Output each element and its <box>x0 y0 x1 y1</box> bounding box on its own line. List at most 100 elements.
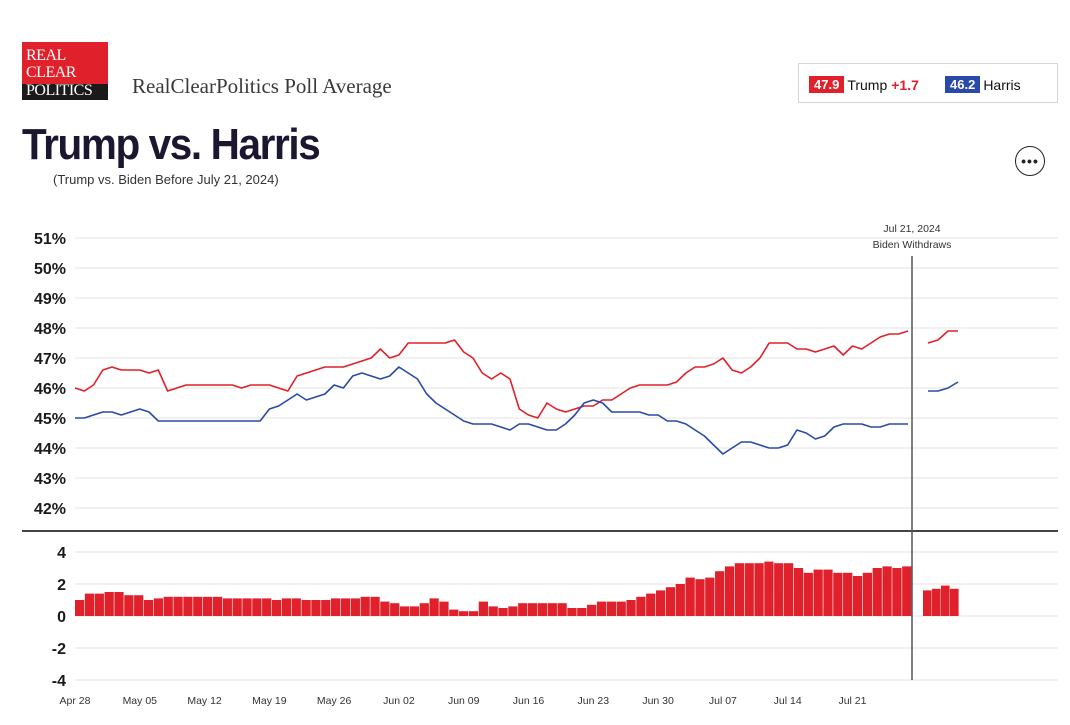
x-tick-label: Jun 30 <box>642 695 674 707</box>
spread-bar <box>626 600 636 616</box>
spread-bar <box>793 568 804 616</box>
spread-bar <box>823 569 833 616</box>
spread-bar <box>399 606 410 616</box>
lower-y-tick-label: 0 <box>57 609 66 626</box>
legend-item-harris: 46.2 Harris <box>945 76 1021 93</box>
x-tick-label: Jun 16 <box>513 695 545 707</box>
spread-bar <box>754 563 764 616</box>
logo-bottom-band <box>22 84 108 100</box>
logo-line-2: CLEAR <box>26 64 76 81</box>
upper-y-tick-label: 45% <box>34 411 66 428</box>
spread-bar <box>587 604 597 616</box>
spread-bar <box>606 601 616 616</box>
x-tick-label: Apr 28 <box>60 695 91 707</box>
spread-bar <box>203 596 213 616</box>
spread-bar <box>646 593 656 616</box>
spread-bar <box>104 592 114 616</box>
spread-bar <box>390 603 400 616</box>
spread-bar <box>498 608 508 616</box>
upper-y-tick-label: 46% <box>34 381 66 398</box>
upper-y-tick-label: 48% <box>34 321 66 338</box>
annotation-label: Jul 21, 2024 <box>883 223 940 235</box>
annotation-label: Biden Withdraws <box>873 239 952 251</box>
trump-legend-label: Trump <box>847 76 888 93</box>
spread-bar <box>478 601 488 616</box>
spread-bar <box>764 561 774 616</box>
spread-bar <box>370 596 380 616</box>
x-tick-label: Jun 02 <box>383 695 415 707</box>
lower-y-tick-label: -2 <box>52 641 66 658</box>
spread-bar <box>340 598 351 616</box>
spread-bar <box>695 579 705 616</box>
spread-bar <box>892 568 902 616</box>
trump-line-post <box>927 330 958 344</box>
spread-bar <box>449 609 459 616</box>
spread-bar <box>380 601 390 616</box>
spread-bar <box>902 566 912 616</box>
trump-value-badge: 47.9 <box>809 76 845 93</box>
spread-bar <box>331 598 341 616</box>
spread-bar <box>675 584 685 616</box>
trump-change: +1.7 <box>891 76 919 93</box>
spread-bar <box>75 600 85 616</box>
spread-bar <box>882 566 892 616</box>
logo-line-1: REAL <box>26 47 66 64</box>
spread-bar <box>577 608 587 616</box>
spread-bar <box>852 576 863 616</box>
spread-bar <box>173 596 183 616</box>
x-tick-label: Jul 14 <box>774 695 802 707</box>
rcp-logo[interactable]: REAL CLEAR POLITICS <box>22 42 108 100</box>
page-subtitle: (Trump vs. Biden Before July 21, 2024) <box>53 172 279 187</box>
spread-bar <box>262 598 272 616</box>
spread-bar <box>665 587 676 616</box>
spread-bar <box>419 603 429 616</box>
spread-bar <box>774 563 784 616</box>
spread-bar <box>685 577 695 616</box>
spread-bar <box>705 577 715 616</box>
spread-bar <box>163 596 173 616</box>
upper-y-tick-label: 43% <box>34 471 66 488</box>
spread-bar <box>143 600 154 616</box>
spread-bar <box>232 598 242 616</box>
spread-bar <box>833 572 843 616</box>
spread-bar <box>557 603 567 616</box>
upper-y-tick-label: 50% <box>34 261 66 278</box>
spread-bar <box>311 600 321 616</box>
x-tick-label: May 05 <box>123 695 158 707</box>
chart-legend: 47.9 Trump +1.7 46.2 Harris <box>798 63 1058 103</box>
more-options-button[interactable]: ••• <box>1015 146 1045 176</box>
spread-bar-post <box>932 588 941 616</box>
spread-bar <box>291 598 301 616</box>
trump-line <box>74 330 909 419</box>
spread-bar-post <box>950 588 959 616</box>
spread-bar <box>212 596 223 616</box>
x-tick-label: May 26 <box>317 695 352 707</box>
page-title: Trump vs. Harris <box>22 120 321 169</box>
spread-bar <box>301 600 311 616</box>
spread-bar <box>567 608 577 616</box>
spread-bar <box>468 611 479 616</box>
logo-line-3: POLITICS <box>26 82 93 99</box>
spread-bar <box>537 603 548 616</box>
lower-y-tick-label: 4 <box>57 545 66 562</box>
harris-value-badge: 46.2 <box>945 76 981 93</box>
spread-bar <box>222 598 232 616</box>
legend-item-trump: 47.9 Trump +1.7 <box>809 76 919 93</box>
spread-bar <box>94 593 104 616</box>
spread-bar <box>429 598 439 616</box>
spread-bar-post <box>941 585 950 616</box>
spread-bar <box>715 571 725 616</box>
spread-bar <box>134 595 144 616</box>
spread-bar <box>636 596 646 616</box>
spread-bar <box>655 590 666 616</box>
spread-bar <box>360 596 370 616</box>
lower-y-tick-label: 2 <box>57 577 66 594</box>
spread-bar <box>114 592 124 616</box>
upper-y-tick-label: 47% <box>34 351 66 368</box>
spread-bar <box>596 601 607 616</box>
x-tick-label: Jul 21 <box>838 695 866 707</box>
spread-bar <box>153 598 164 616</box>
harris-legend-label: Harris <box>983 76 1021 93</box>
spread-bar <box>459 611 469 616</box>
upper-y-tick-label: 44% <box>34 441 66 458</box>
